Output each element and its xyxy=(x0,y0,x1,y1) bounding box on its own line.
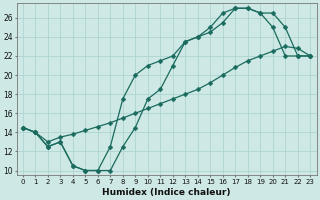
X-axis label: Humidex (Indice chaleur): Humidex (Indice chaleur) xyxy=(102,188,231,197)
